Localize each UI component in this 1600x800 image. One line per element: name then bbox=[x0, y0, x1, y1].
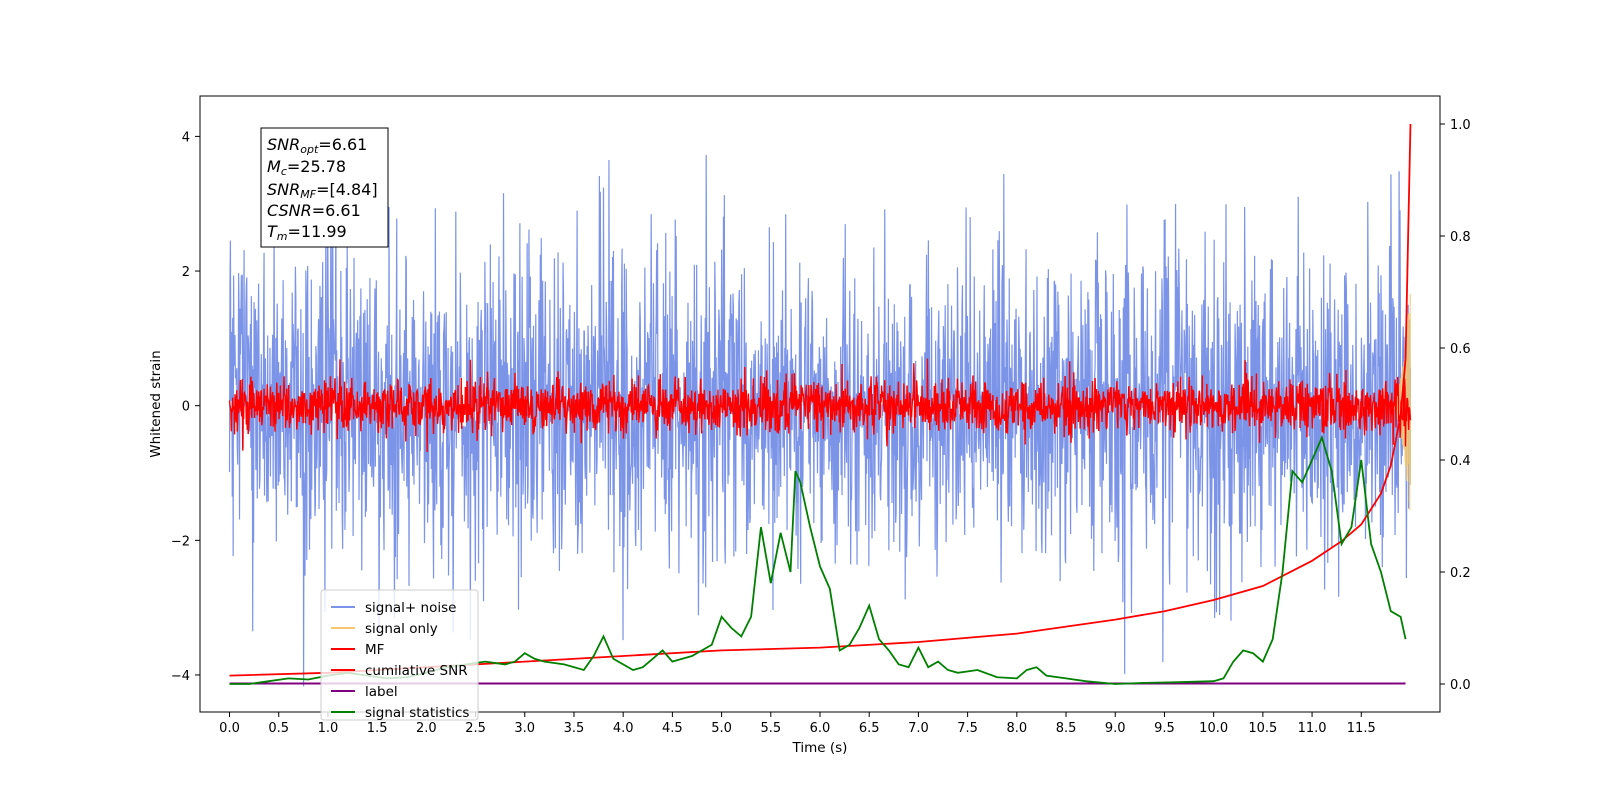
x-tick-label: 11.5 bbox=[1347, 721, 1376, 736]
x-axis: 0.0 0.5 1.0 1.5 2.0 2.5 3.0 3.5 4.0 4.5 5.0 5.5 6.0 6… bbox=[219, 712, 1376, 736]
x-tick-label: 11.0 bbox=[1298, 721, 1327, 736]
x-tick-label: 6.0 bbox=[810, 721, 831, 736]
legend-label: cumilative SNR bbox=[365, 663, 468, 679]
legend-frame bbox=[320, 589, 479, 721]
x-tick-label: 1.0 bbox=[318, 721, 339, 736]
x-tick-label: 7.0 bbox=[908, 721, 929, 736]
series-signal-statistics bbox=[229, 434, 1407, 685]
y-axis-label: Whitened strain bbox=[148, 350, 164, 457]
y-right-tick-label: 0.6 bbox=[1450, 342, 1471, 357]
x-tick-label: 2.5 bbox=[465, 721, 486, 736]
legend-label: label bbox=[365, 684, 398, 700]
x-tick-label: 3.5 bbox=[564, 721, 585, 736]
x-tick-label: 5.5 bbox=[760, 721, 781, 736]
legend-label: signal statistics bbox=[365, 705, 469, 721]
x-tick-label: 9.0 bbox=[1105, 721, 1126, 736]
y-right-tick-label: 0.8 bbox=[1450, 230, 1471, 245]
x-tick-label: 6.5 bbox=[859, 721, 880, 736]
legend-label: signal only bbox=[365, 621, 438, 637]
annotation-box: SNRopt=6.61 Mc=25.78 SNRMF=[4.84] CSNR=6… bbox=[260, 127, 389, 248]
annotation-csnr: CSNR=6.61 bbox=[267, 201, 361, 220]
y-right-tick-label: 0.2 bbox=[1450, 566, 1471, 581]
x-tick-label: 5.0 bbox=[711, 721, 732, 736]
y-tick-label: −2 bbox=[171, 534, 190, 549]
series-cumulative-snr bbox=[229, 123, 1412, 677]
y-right-tick-label: 0.4 bbox=[1450, 454, 1471, 469]
legend: signal+ noise signal only MF cumilative SNR… bbox=[320, 589, 479, 721]
x-tick-label: 4.0 bbox=[613, 721, 634, 736]
y-tick-label: 2 bbox=[182, 265, 190, 280]
x-tick-label: 8.0 bbox=[1006, 721, 1027, 736]
y-axis-right: 0.0 0.2 0.4 0.6 0.8 1.0 bbox=[1440, 118, 1471, 693]
x-tick-label: 8.5 bbox=[1056, 721, 1077, 736]
annotation-snr-mf: SNRMF=[4.84] bbox=[267, 180, 378, 201]
series-mf bbox=[228, 358, 1412, 452]
y-right-tick-label: 0.0 bbox=[1450, 678, 1471, 693]
x-tick-label: 1.5 bbox=[367, 721, 388, 736]
x-tick-label: 9.5 bbox=[1154, 721, 1175, 736]
x-tick-label: 7.5 bbox=[957, 721, 978, 736]
x-axis-label: Time (s) bbox=[792, 740, 848, 756]
x-tick-label: 10.5 bbox=[1248, 721, 1277, 736]
x-tick-label: 3.0 bbox=[514, 721, 535, 736]
y-tick-label: −4 bbox=[171, 669, 190, 684]
annotation-frame bbox=[260, 127, 389, 248]
y-tick-label: 0 bbox=[182, 400, 190, 415]
x-tick-label: 0.0 bbox=[219, 721, 240, 736]
annotation-mc: Mc=25.78 bbox=[267, 157, 346, 178]
legend-label: signal+ noise bbox=[365, 600, 456, 616]
x-tick-label: 2.0 bbox=[416, 721, 437, 736]
x-tick-label: 4.5 bbox=[662, 721, 683, 736]
y-right-tick-label: 1.0 bbox=[1450, 118, 1471, 133]
annotation-tm: Tm=11.99 bbox=[267, 222, 347, 243]
x-tick-label: 10.0 bbox=[1199, 721, 1228, 736]
annotation-snr-opt: SNRopt=6.61 bbox=[267, 135, 367, 156]
legend-label: MF bbox=[365, 642, 384, 658]
y-tick-label: 4 bbox=[182, 130, 190, 145]
legend-entries: signal+ noise signal only MF cumilative SNR… bbox=[331, 600, 469, 721]
y-axis-left: −4 −2 0 2 4 bbox=[171, 130, 200, 684]
x-tick-label: 0.5 bbox=[268, 721, 289, 736]
